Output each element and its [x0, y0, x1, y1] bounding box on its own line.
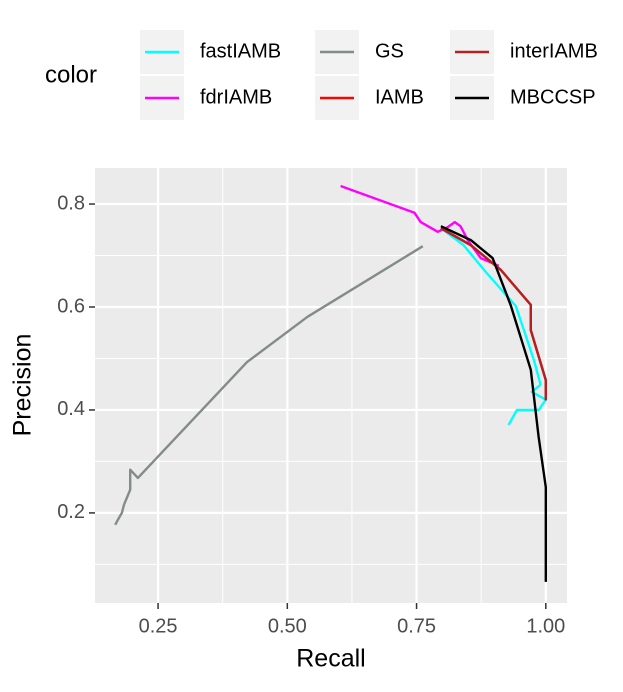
x-axis-title: Recall: [296, 645, 365, 673]
panel: [95, 168, 567, 603]
legend-label: fdrIAMB: [200, 86, 272, 108]
y-tick-label: 0.6: [57, 295, 85, 317]
series-line: [440, 227, 547, 401]
legend-label: MBCCSP: [510, 86, 596, 108]
legend-label: fastIAMB: [200, 40, 281, 62]
series-line: [440, 225, 547, 582]
x-tick-label: 0.25: [139, 615, 178, 637]
legend-label: IAMB: [375, 86, 424, 108]
x-tick-label: 0.50: [268, 615, 307, 637]
x-tick-label: 1.00: [526, 615, 565, 637]
series-line: [440, 227, 547, 426]
y-tick-label: 0.4: [57, 398, 85, 420]
y-tick-label: 0.2: [57, 501, 85, 523]
y-tick-label: 0.8: [57, 192, 85, 214]
y-axis-title: Precision: [9, 334, 37, 437]
series-line: [114, 245, 424, 526]
legend-label: GS: [375, 40, 404, 62]
legend-title: color: [45, 61, 97, 88]
x-tick-label: 0.75: [397, 615, 436, 637]
legend-label: interIAMB: [510, 40, 598, 62]
